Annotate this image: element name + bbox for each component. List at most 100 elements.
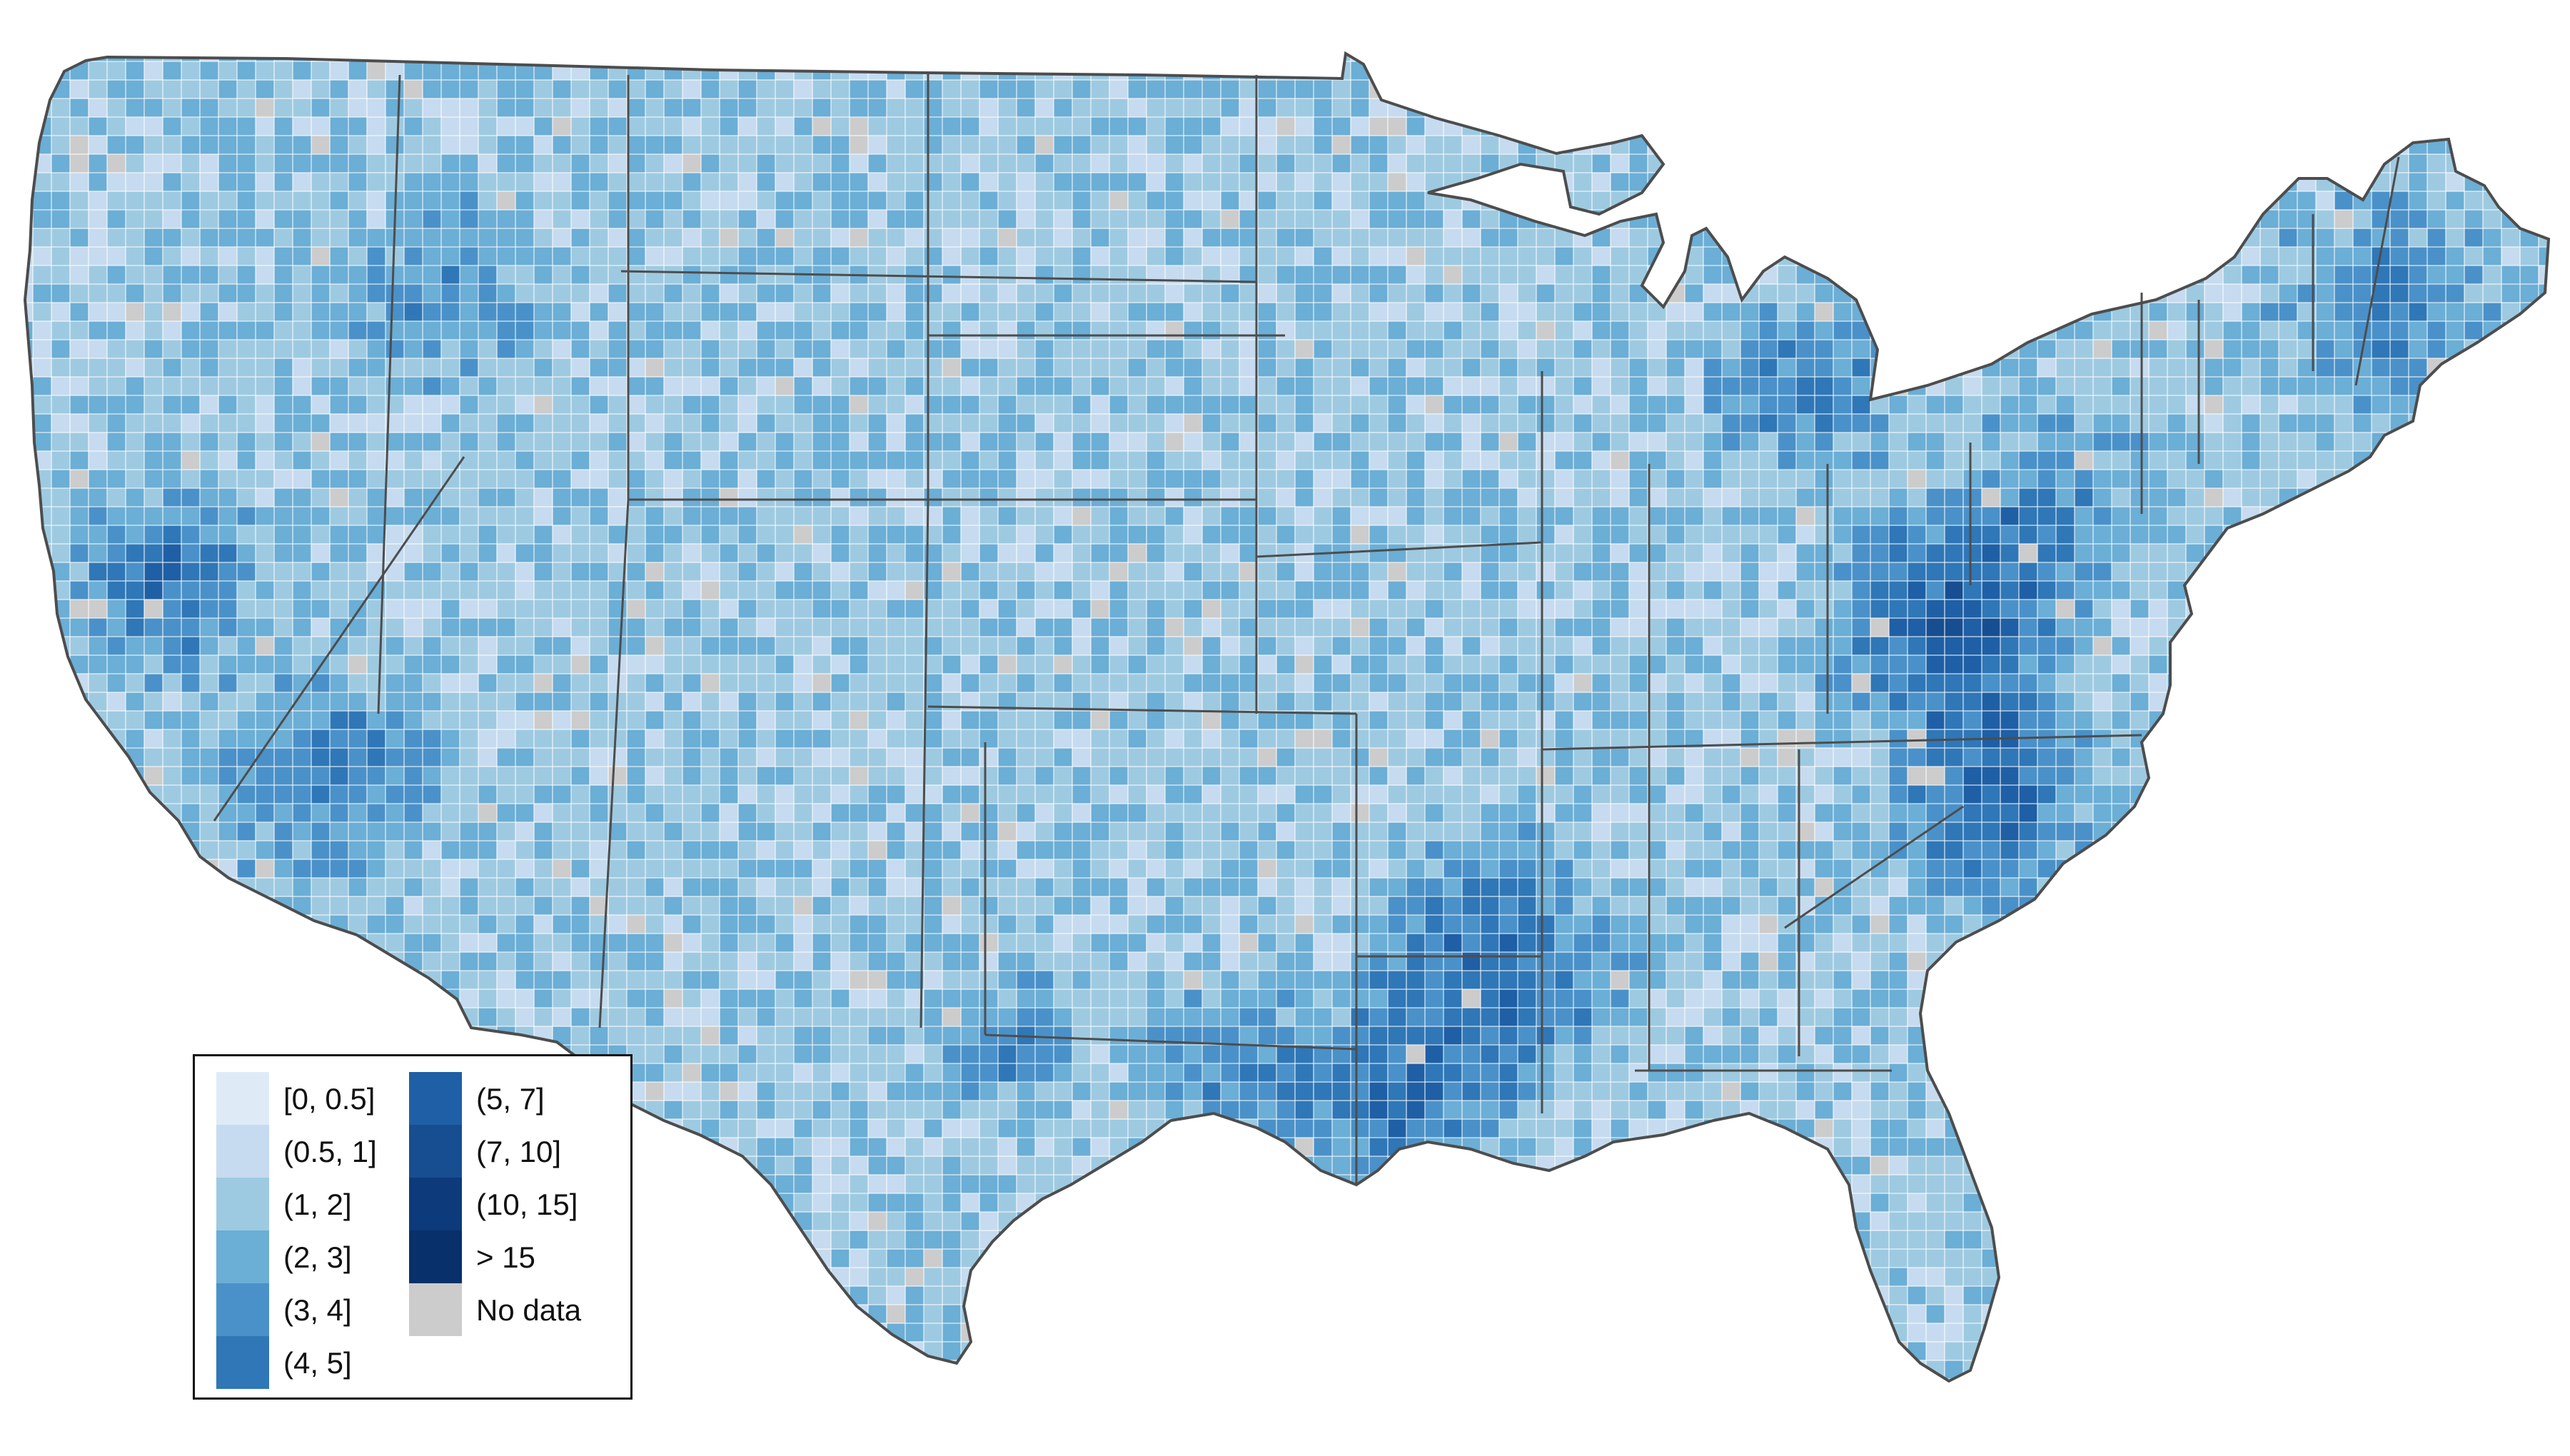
county-cell [218,339,238,359]
county-cell [1703,432,1723,452]
county-cell [311,116,331,136]
county-cell [812,228,832,248]
county-cell [960,228,980,248]
county-cell [51,376,71,396]
county-cell [997,487,1017,507]
county-cell [311,562,331,582]
county-cell [830,432,850,452]
county-cell [255,450,275,470]
county-cell [1109,302,1129,322]
county-cell [1888,543,1908,563]
county-cell [403,617,423,637]
county-cell [348,209,368,229]
county-cell [1387,580,1407,600]
county-cell [1424,580,1444,600]
county-cell [515,487,535,507]
county-cell [1164,654,1184,674]
county-cell [979,79,999,99]
county-cell [125,710,145,730]
county-cell [1480,413,1500,433]
county-cell [2000,376,2020,396]
county-cell [1109,432,1129,452]
county-cell [1183,636,1203,656]
county-cell [589,562,609,582]
county-cell [793,432,813,452]
county-cell [1777,599,1797,619]
county-cell [181,580,201,600]
county-cell [2297,450,2317,470]
county-cell [1517,562,1537,582]
county-cell [2074,506,2094,526]
county-cell [181,79,201,99]
county-cell [2148,302,2168,322]
county-cell [366,135,386,155]
county-cell [645,617,665,637]
county-cell [292,654,312,674]
county-cell [1257,191,1277,211]
county-cell [403,487,423,507]
county-cell [311,135,331,155]
county-cell [793,209,813,229]
county-cell [2334,283,2354,303]
county-cell [1573,617,1593,637]
county-cell [1554,376,1574,396]
county-cell [570,79,590,99]
county-cell [329,98,349,118]
county-cell [997,339,1017,359]
county-cell [440,320,460,340]
county-cell [997,654,1017,674]
county-cell [143,116,163,136]
county-cell [273,265,293,285]
county-cell [645,320,665,340]
county-cell [1461,302,1481,322]
county-cell [1517,617,1537,637]
county-cell [1517,450,1537,470]
county-cell [756,673,776,693]
county-cell [1109,469,1129,489]
county-cell [1406,228,1426,248]
county-cell [348,376,368,396]
county-cell [2074,543,2094,563]
county-cell [997,636,1017,656]
county-cell [1554,413,1574,433]
county-cell [700,228,720,248]
county-cell [162,116,182,136]
county-cell [849,469,869,489]
county-cell [775,395,795,415]
county-cell [2222,487,2242,507]
county-cell [1498,302,1518,322]
county-cell [422,135,442,155]
county-cell [181,450,201,470]
county-cell [1907,617,1927,637]
county-cell [440,636,460,656]
county-cell [867,172,887,192]
county-cell [422,358,442,378]
county-cell [143,562,163,582]
county-cell [1498,450,1518,470]
county-cell [1034,246,1054,266]
county-cell [1795,339,1815,359]
county-cell [1387,487,1407,507]
county-cell [236,61,256,81]
county-cell [997,599,1017,619]
county-cell [515,358,535,378]
county-cell [1907,413,1927,433]
county-cell [440,339,460,359]
county-cell [181,506,201,526]
county-cell [1591,358,1611,378]
county-cell [440,376,460,396]
county-cell [552,525,572,545]
county-cell [1443,580,1463,600]
county-cell [1276,450,1296,470]
county-cell [2000,562,2020,582]
county-cell [2315,413,2335,433]
county-cell [2371,376,2391,396]
county-cell [1498,654,1518,674]
county-cell [756,395,776,415]
county-cell [904,543,924,563]
county-cell [775,617,795,637]
county-cell [1610,469,1630,489]
county-cell [69,209,89,229]
county-cell [2278,469,2298,489]
county-cell [1146,376,1166,396]
